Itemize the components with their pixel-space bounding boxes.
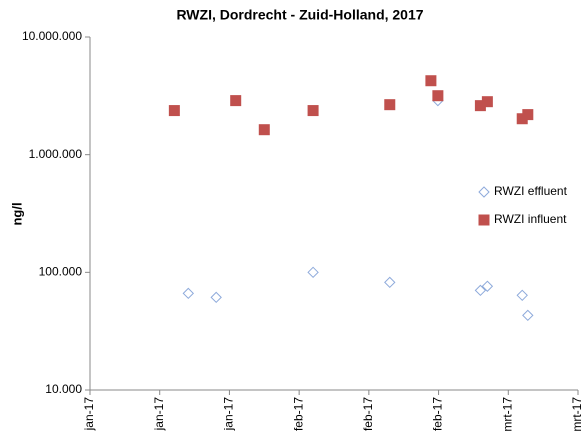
y-axis-title: ng/l	[9, 202, 24, 225]
point	[258, 124, 270, 136]
point	[474, 100, 486, 112]
x-tick-label: feb-17	[431, 397, 445, 431]
y-tick-label: 100.000	[39, 265, 83, 279]
x-tick-label: feb-17	[361, 397, 375, 431]
point	[307, 266, 319, 279]
point	[210, 291, 222, 304]
y-tick-label: 1.000.000	[29, 147, 83, 161]
point	[182, 287, 195, 300]
y-tick-label: 10.000.000	[22, 29, 82, 43]
x-tick-label: jan-17	[82, 397, 96, 432]
point	[522, 109, 534, 121]
point	[230, 95, 242, 107]
point	[432, 90, 444, 102]
x-tick-label: feb-17	[291, 397, 305, 431]
legend-marker	[478, 214, 490, 226]
point	[384, 99, 396, 111]
x-tick-label: jan-17	[152, 397, 166, 432]
point	[481, 280, 494, 292]
point	[168, 105, 180, 117]
x-tick-label: mrt-17	[500, 397, 514, 432]
point	[516, 113, 528, 125]
point	[307, 105, 319, 117]
legend-label: RWZI influent	[494, 212, 567, 226]
y-tick-label: 10.000	[45, 382, 82, 396]
point	[481, 96, 493, 108]
point	[425, 75, 437, 87]
point	[384, 276, 396, 289]
point	[522, 309, 534, 322]
x-tick-label: mrt-17	[570, 397, 582, 432]
chart-title: RWZI, Dordrecht - Zuid-Holland, 2017	[176, 7, 423, 23]
point	[516, 289, 528, 302]
point	[474, 284, 487, 297]
legend-marker	[478, 186, 490, 198]
x-tick-label: jan-17	[222, 397, 236, 432]
legend-label: RWZI effluent	[494, 184, 568, 198]
